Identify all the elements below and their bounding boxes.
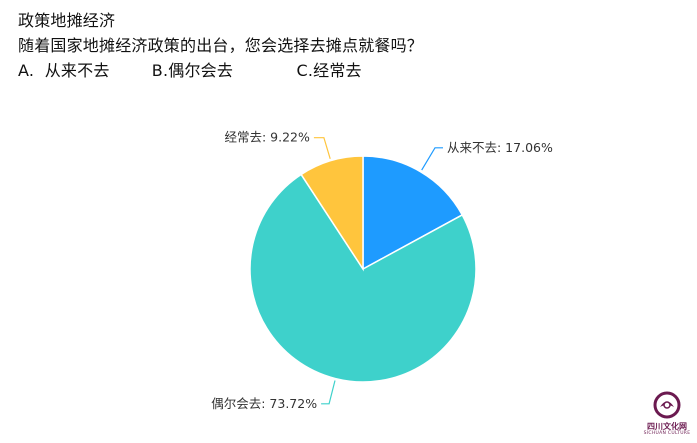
pie-slice-2 [249, 173, 477, 383]
pie-label-3: 经常去: 9.22% [224, 130, 310, 145]
survey-title: 政策地摊经济 [18, 11, 116, 30]
logo-name: 四川文化网 [647, 422, 687, 431]
survey-question: 随着国家地摊经济政策的出台，您会选择去摊点就餐吗？ [18, 36, 424, 55]
pie-leader-line-3 [313, 137, 331, 159]
pie-slice-3 [300, 155, 364, 272]
pie-slice-1 [362, 155, 464, 271]
survey-options: A. 从来不去 B.偶尔会去 C.经常去 [18, 61, 362, 80]
survey-header: 政策地摊经济 随着国家地摊经济政策的出台，您会选择去摊点就餐吗？ A. 从来不去… [18, 8, 423, 83]
pie-leader-line-1 [421, 147, 443, 171]
logo-emblem-icon [653, 391, 681, 419]
pie-label-2: 偶尔会去: 73.72% [211, 396, 317, 411]
pie-label-1: 从来不去: 17.06% [447, 140, 553, 155]
site-logo: 四川文化网 SICHUAN CULTURE [641, 390, 693, 440]
logo-subtitle: SICHUAN CULTURE [643, 431, 691, 436]
pie-leader-line-2 [321, 380, 336, 405]
